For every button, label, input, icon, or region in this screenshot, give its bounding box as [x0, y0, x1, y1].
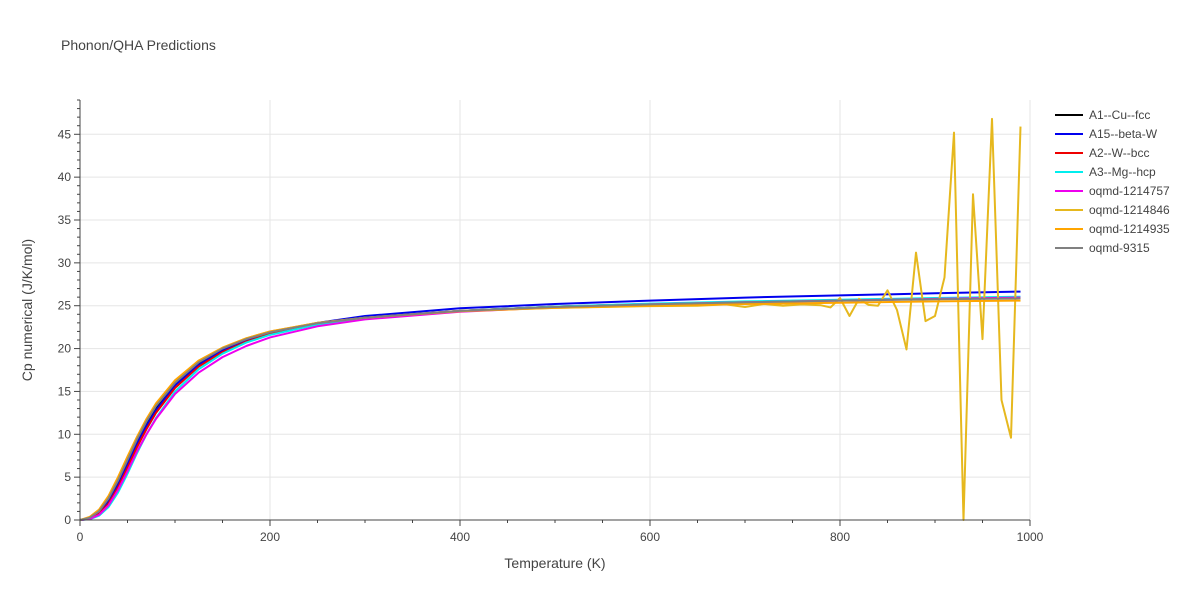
series-line-oqmd-1214935[interactable] [80, 299, 1021, 521]
y-tick-label: 10 [58, 427, 72, 441]
legend-item[interactable]: A15--beta-W [1055, 127, 1158, 141]
series-line-A3--Mg--hcp[interactable] [80, 295, 1021, 521]
series-line-A2--W--bcc[interactable] [80, 296, 1021, 521]
legend-item[interactable]: oqmd-1214846 [1055, 203, 1170, 217]
x-tick-label: 400 [450, 530, 470, 544]
x-tick-label: 800 [830, 530, 850, 544]
x-tick-label: 200 [260, 530, 280, 544]
grid [80, 100, 1031, 520]
legend-item[interactable]: oqmd-9315 [1055, 241, 1150, 255]
plot-area[interactable] [80, 117, 1022, 521]
legend-label: A2--W--bcc [1089, 146, 1149, 160]
legend-label: oqmd-1214846 [1089, 203, 1170, 217]
y-tick-label: 15 [58, 384, 72, 398]
y-tick-label: 0 [64, 513, 71, 527]
x-axis-title: Temperature (K) [504, 555, 605, 571]
x-tick-label: 1000 [1017, 530, 1044, 544]
y-tick-label: 5 [64, 470, 71, 484]
series-line-oqmd-9315[interactable] [80, 297, 1021, 521]
x-tick-label: 600 [640, 530, 660, 544]
y-tick-label: 40 [58, 170, 72, 184]
legend[interactable]: A1--Cu--fcc A15--beta-W A2--W--bcc A3--Mg--… [1055, 108, 1170, 255]
legend-item[interactable]: oqmd-1214935 [1055, 222, 1170, 236]
y-axis-title: Cp numerical (J/K/mol) [19, 239, 35, 381]
legend-label: oqmd-1214935 [1089, 222, 1170, 236]
series-line-A1--Cu--fcc[interactable] [80, 297, 1021, 521]
chart-title: Phonon/QHA Predictions [61, 37, 216, 53]
series-line-A15--beta-W[interactable] [80, 290, 1021, 521]
y-tick-label: 30 [58, 256, 72, 270]
y-tick-label: 45 [58, 127, 72, 141]
series-line-oqmd-1214757[interactable] [80, 296, 1021, 521]
y-tick-label: 35 [58, 213, 72, 227]
axes: 0 200 400 600 800 1000 0 5 10 15 20 25 30 35 40 45 [58, 99, 1044, 544]
legend-item[interactable]: oqmd-1214757 [1055, 184, 1170, 198]
legend-label: oqmd-1214757 [1089, 184, 1170, 198]
legend-label: A3--Mg--hcp [1089, 165, 1156, 179]
legend-label: A15--beta-W [1089, 127, 1158, 141]
y-tick-label: 25 [58, 299, 72, 313]
legend-item[interactable]: A1--Cu--fcc [1055, 108, 1150, 122]
legend-item[interactable]: A2--W--bcc [1055, 146, 1149, 160]
legend-item[interactable]: A3--Mg--hcp [1055, 165, 1156, 179]
x-tick-label: 0 [77, 530, 84, 544]
y-tick-label: 20 [58, 342, 72, 356]
legend-label: oqmd-9315 [1089, 241, 1150, 255]
series-line-oqmd-1214846[interactable] [80, 117, 1022, 521]
legend-label: A1--Cu--fcc [1089, 108, 1150, 122]
